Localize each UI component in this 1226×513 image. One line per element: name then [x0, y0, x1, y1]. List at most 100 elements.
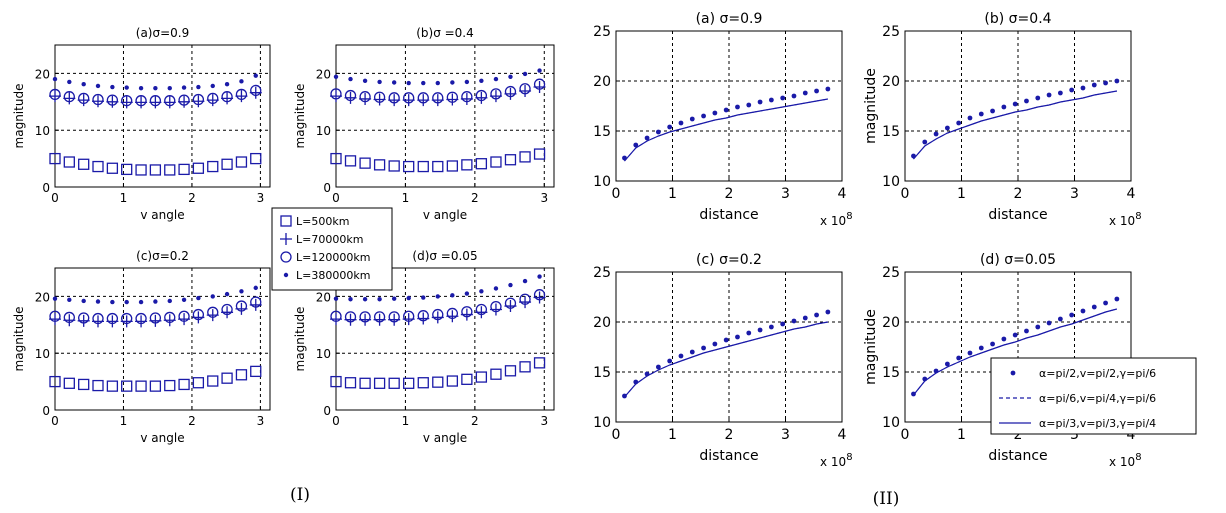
- x-tick-label: 3: [1070, 427, 1079, 443]
- data-point: [493, 76, 499, 82]
- x-tick-label: 3: [257, 414, 265, 428]
- data-point: [944, 361, 950, 367]
- x-tick-label: 2: [188, 191, 196, 205]
- data-point: [135, 312, 147, 325]
- data-point: [504, 297, 517, 309]
- data-point: [508, 74, 513, 80]
- data-point: [178, 95, 191, 108]
- y-axis-label: magnitude: [293, 84, 307, 149]
- data-point: [67, 79, 72, 85]
- data-point: [802, 90, 808, 96]
- data-point: [67, 297, 72, 303]
- data-point: [92, 93, 104, 106]
- data-point: [359, 157, 371, 169]
- data-point: [359, 91, 371, 103]
- data-point: [210, 294, 215, 299]
- series-3: [330, 78, 546, 104]
- data-point: [667, 358, 673, 364]
- data-point: [446, 91, 459, 103]
- series-3: [913, 90, 1118, 160]
- data-point: [519, 83, 531, 95]
- data-point: [712, 341, 718, 347]
- data-point: [475, 89, 488, 102]
- legend-label: L=70000km: [296, 233, 363, 246]
- data-point: [235, 156, 248, 168]
- data-point: [446, 307, 459, 320]
- data-point: [163, 96, 176, 109]
- y-tick-label: 0: [42, 181, 50, 195]
- legend-label: L=500km: [296, 215, 349, 228]
- panel-6: 0 1 2 3 4 10 15 20 25 (b) σ=0.4 distance magnitude x…: [863, 11, 1142, 228]
- data-point: [192, 93, 205, 106]
- series-1: [49, 365, 262, 392]
- data-point: [178, 94, 190, 106]
- series-2: [624, 321, 828, 398]
- data-point: [92, 95, 104, 108]
- data-point: [723, 337, 729, 343]
- panel-1: 0 1 2 3 0 10 20 (a)σ=0.9 v angle magnitude: [12, 26, 271, 222]
- legend-box: [990, 357, 1197, 435]
- series-1: [330, 357, 546, 389]
- data-point: [239, 79, 244, 84]
- data-point: [712, 110, 718, 116]
- data-point: [417, 310, 429, 322]
- legend-marker: [280, 215, 292, 227]
- panel-7: 0 1 2 3 4 10 15 20 25 (c) σ=0.2 distance x 108: [593, 252, 852, 469]
- data-point: [403, 160, 415, 173]
- group-label-ii: (II): [873, 489, 900, 509]
- data-point: [377, 79, 382, 85]
- data-point: [1046, 320, 1052, 326]
- legend-group-ii: α=pi/2,v=pi/2,γ=pi/6 α=pi/6,v=pi/4,γ=pi/6…: [990, 357, 1197, 435]
- x-tick-label: 1: [957, 427, 966, 443]
- data-point: [475, 158, 488, 170]
- data-point: [373, 311, 386, 323]
- series-1: [49, 152, 262, 176]
- data-point: [978, 345, 984, 351]
- data-point: [235, 369, 248, 381]
- data-point: [802, 315, 808, 321]
- data-point: [450, 293, 455, 298]
- data-point: [330, 88, 342, 100]
- y-tick-label: 20: [35, 290, 50, 304]
- legend-label: α=pi/3,v=pi/3,γ=pi/4: [1039, 417, 1156, 430]
- data-point: [388, 160, 400, 172]
- data-point: [1080, 308, 1086, 314]
- x-tick-label: 1: [120, 191, 128, 205]
- x-tick-label: 4: [1127, 427, 1136, 443]
- data-point: [519, 293, 531, 305]
- data-point: [330, 375, 342, 388]
- y-tick-label: 15: [593, 365, 611, 381]
- data-point: [956, 355, 962, 361]
- data-point: [359, 377, 371, 389]
- data-point: [373, 91, 386, 103]
- series-3: [624, 321, 829, 398]
- data-point: [95, 299, 101, 304]
- series-3: [49, 296, 262, 325]
- y-axis-label: magnitude: [12, 307, 26, 372]
- x-tick-label: 1: [402, 191, 410, 205]
- data-point: [192, 95, 205, 108]
- data-point: [1103, 80, 1108, 86]
- y-tick-label: 25: [593, 265, 611, 281]
- data-point: [678, 120, 684, 126]
- data-point: [746, 102, 752, 108]
- x-tick-label: 2: [725, 427, 734, 443]
- data-point: [825, 309, 831, 315]
- data-point: [533, 289, 546, 301]
- data-point: [78, 92, 90, 105]
- x-axis-label: v angle: [423, 208, 467, 222]
- data-point: [814, 88, 819, 94]
- data-point: [1001, 336, 1007, 342]
- data-point: [224, 291, 230, 297]
- data-point: [344, 155, 357, 167]
- data-point: [164, 164, 176, 176]
- data-point: [330, 152, 342, 165]
- data-point: [1080, 85, 1086, 91]
- data-point: [814, 312, 819, 318]
- data-point: [967, 115, 973, 121]
- x-tick-label: 2: [1014, 186, 1023, 202]
- y-tick-label: 20: [593, 315, 611, 331]
- data-point: [723, 107, 729, 113]
- data-point: [1035, 95, 1041, 101]
- data-point: [1069, 87, 1075, 93]
